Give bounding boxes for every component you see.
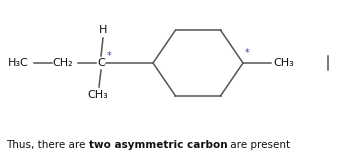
- Text: C: C: [97, 58, 105, 68]
- Text: two asymmetric carbon: two asymmetric carbon: [89, 140, 227, 150]
- Text: CH₃: CH₃: [88, 90, 108, 100]
- Text: Thus, there are: Thus, there are: [6, 140, 89, 150]
- Text: *: *: [245, 48, 249, 58]
- Text: CH₃: CH₃: [273, 58, 294, 68]
- Text: H₃C: H₃C: [8, 58, 29, 68]
- Text: CH₂: CH₂: [52, 58, 73, 68]
- Text: are present: are present: [227, 140, 290, 150]
- Text: *: *: [106, 51, 112, 61]
- Text: H: H: [99, 25, 107, 35]
